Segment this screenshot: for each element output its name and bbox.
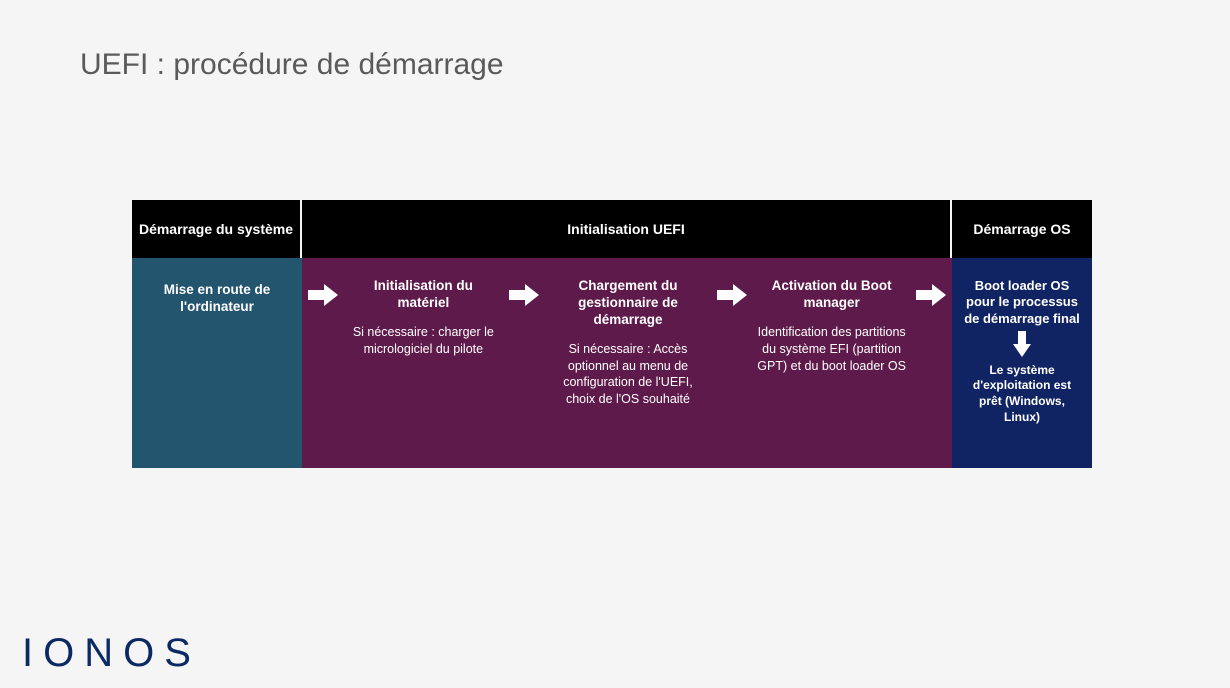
uefi-step-3: Activation du Boot manager Identificatio… [753,278,910,374]
uefi-step-1-desc: Si nécessaire : charger le micrologiciel… [348,324,499,358]
uefi-boot-diagram: Démarrage du système Initialisation UEFI… [132,200,1092,468]
uefi-step-1-title: Initialisation du matériel [348,278,499,312]
header-start: Démarrage du système [132,200,302,258]
body-start: Mise en route de l'ordinateur [132,258,302,468]
ionos-logo: IONOS [22,631,201,676]
header-os: Démarrage OS [952,200,1092,258]
arrow-right-icon [308,284,338,306]
body-uefi: Initialisation du matériel Si nécessaire… [302,258,952,468]
body-os: Boot loader OS pour le processus de déma… [952,258,1092,468]
page-title: UEFI : procédure de démarrage [80,48,504,82]
uefi-step-3-title: Activation du Boot manager [757,278,906,312]
uefi-step-2: Chargement du gestionnaire de démarrage … [545,278,712,408]
uefi-step-3-desc: Identification des partitions du système… [757,324,906,375]
os-title: Boot loader OS pour le processus de déma… [960,278,1084,327]
uefi-step-1: Initialisation du matériel Si nécessaire… [344,278,503,358]
header-uefi: Initialisation UEFI [302,200,952,258]
diagram-body-row: Mise en route de l'ordinateur Initialisa… [132,258,1092,468]
uefi-step-2-title: Chargement du gestionnaire de démarrage [549,278,708,329]
uefi-step-2-desc: Si nécessaire : Accès optionnel au menu … [549,341,708,409]
arrow-down-icon [1013,331,1031,357]
arrow-right-icon [509,284,539,306]
arrow-right-icon [717,284,747,306]
diagram-header-row: Démarrage du système Initialisation UEFI… [132,200,1092,258]
os-desc: Le système d'exploitation est prêt (Wind… [960,363,1084,425]
start-title: Mise en route de l'ordinateur [146,282,288,316]
arrow-right-icon [916,284,946,306]
